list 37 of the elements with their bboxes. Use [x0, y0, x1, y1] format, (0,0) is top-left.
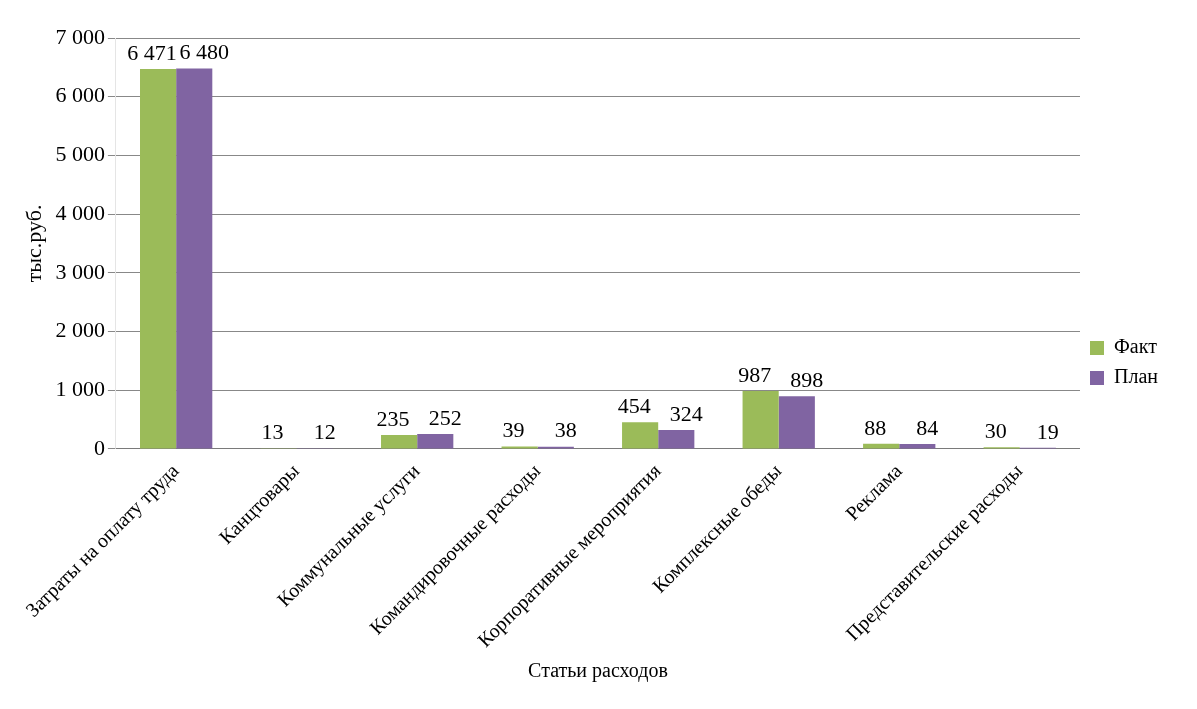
data-label: 454 [617, 393, 651, 419]
bar [899, 443, 936, 449]
data-label: 19 [1036, 418, 1059, 444]
data-label: 987 [738, 361, 772, 387]
y-tick-label: 6 000 [55, 82, 105, 108]
data-label: 13 [261, 418, 284, 444]
legend-label: План [1114, 365, 1159, 388]
y-tick-label: 5 000 [55, 141, 105, 167]
x-axis-title: Статьи расходов [528, 659, 668, 683]
bar [176, 68, 213, 449]
bar [417, 434, 454, 449]
bar [778, 396, 815, 449]
data-label: 39 [502, 417, 525, 443]
data-label: 30 [984, 417, 1007, 443]
y-tick-label: 4 000 [55, 199, 105, 225]
bar [742, 390, 779, 449]
data-label: 84 [916, 414, 939, 440]
data-label: 252 [428, 404, 462, 430]
data-label: 898 [790, 366, 824, 392]
y-tick-label: 3 000 [55, 258, 105, 284]
data-label: 6 480 [179, 39, 229, 65]
y-axis-title: тыс.руб. [20, 204, 46, 283]
data-label: 88 [864, 414, 887, 440]
y-tick-label: 0 [93, 434, 105, 460]
y-tick-label: 7 000 [55, 23, 105, 49]
y-tick-label: 2 000 [55, 317, 105, 343]
bar [658, 429, 695, 449]
bar [622, 422, 659, 449]
data-label: 38 [554, 417, 577, 443]
data-label: 324 [669, 400, 703, 426]
legend-label: Факт [1114, 335, 1158, 358]
bar [140, 69, 177, 449]
y-tick-label: 1 000 [55, 375, 105, 401]
bar [381, 435, 418, 449]
data-label: 12 [313, 418, 336, 444]
data-label: 6 471 [127, 39, 177, 65]
data-label: 235 [376, 405, 410, 431]
